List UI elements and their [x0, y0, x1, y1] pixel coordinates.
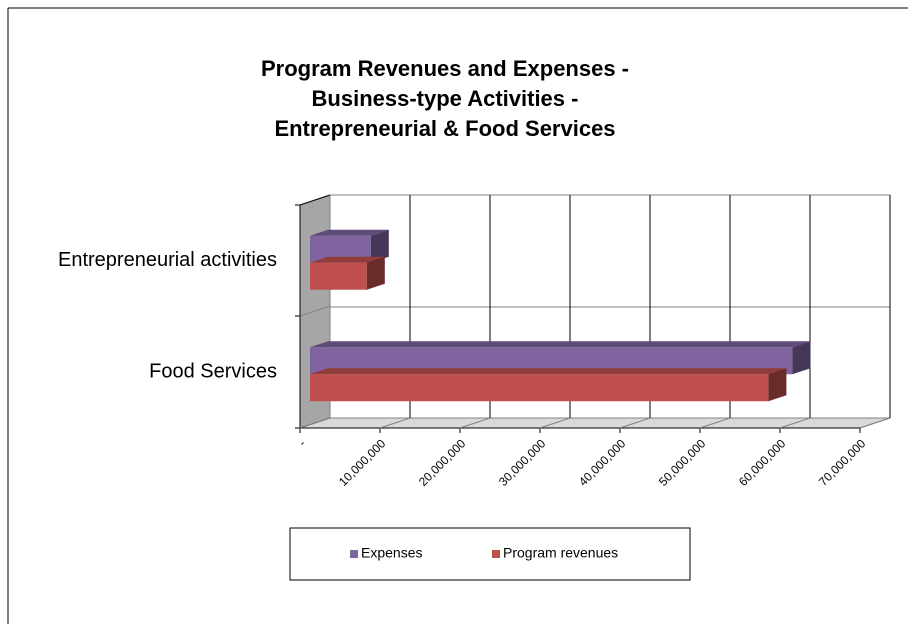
- x-tick-label: 20,000,000: [416, 436, 469, 489]
- legend-label: Program revenues: [503, 545, 618, 561]
- grid-line: [539, 417, 571, 429]
- x-tick-label: 10,000,000: [336, 436, 389, 489]
- chart-title: Program Revenues and Expenses -: [261, 56, 629, 81]
- grid-line: [379, 417, 411, 429]
- bar-side: [366, 256, 385, 290]
- bar: [310, 374, 769, 402]
- bar-top: [310, 341, 811, 348]
- x-tick-label: 60,000,000: [736, 436, 789, 489]
- bar-side: [768, 368, 787, 402]
- grid-line: [459, 417, 491, 429]
- grid-line: [859, 417, 891, 429]
- x-tick-label: 40,000,000: [576, 436, 629, 489]
- legend-swatch: [492, 550, 500, 558]
- grid-line: [299, 417, 331, 429]
- bar: [310, 262, 367, 290]
- legend-swatch: [350, 550, 358, 558]
- bar-top: [310, 368, 787, 375]
- y-tick-label: Entrepreneurial activities: [58, 249, 277, 271]
- bar-side: [792, 341, 811, 375]
- chart-title: Entrepreneurial & Food Services: [274, 116, 615, 141]
- bar-top: [310, 256, 385, 263]
- y-tick-label: Food Services: [149, 361, 277, 383]
- grid-line: [779, 417, 811, 429]
- floor: [299, 417, 891, 429]
- plot: [299, 195, 891, 433]
- chart-title: Business-type Activities -: [312, 86, 579, 111]
- bar-top: [310, 229, 389, 236]
- x-tick-label: -: [296, 436, 309, 449]
- grid-line: [699, 417, 731, 429]
- bar-side: [370, 229, 389, 263]
- category-grid: [299, 305, 331, 317]
- grid-line: [619, 417, 651, 429]
- x-tick-label: 50,000,000: [656, 436, 709, 489]
- x-tick-label: 70,000,000: [816, 436, 869, 489]
- x-tick-label: 30,000,000: [496, 436, 549, 489]
- legend-label: Expenses: [361, 545, 422, 561]
